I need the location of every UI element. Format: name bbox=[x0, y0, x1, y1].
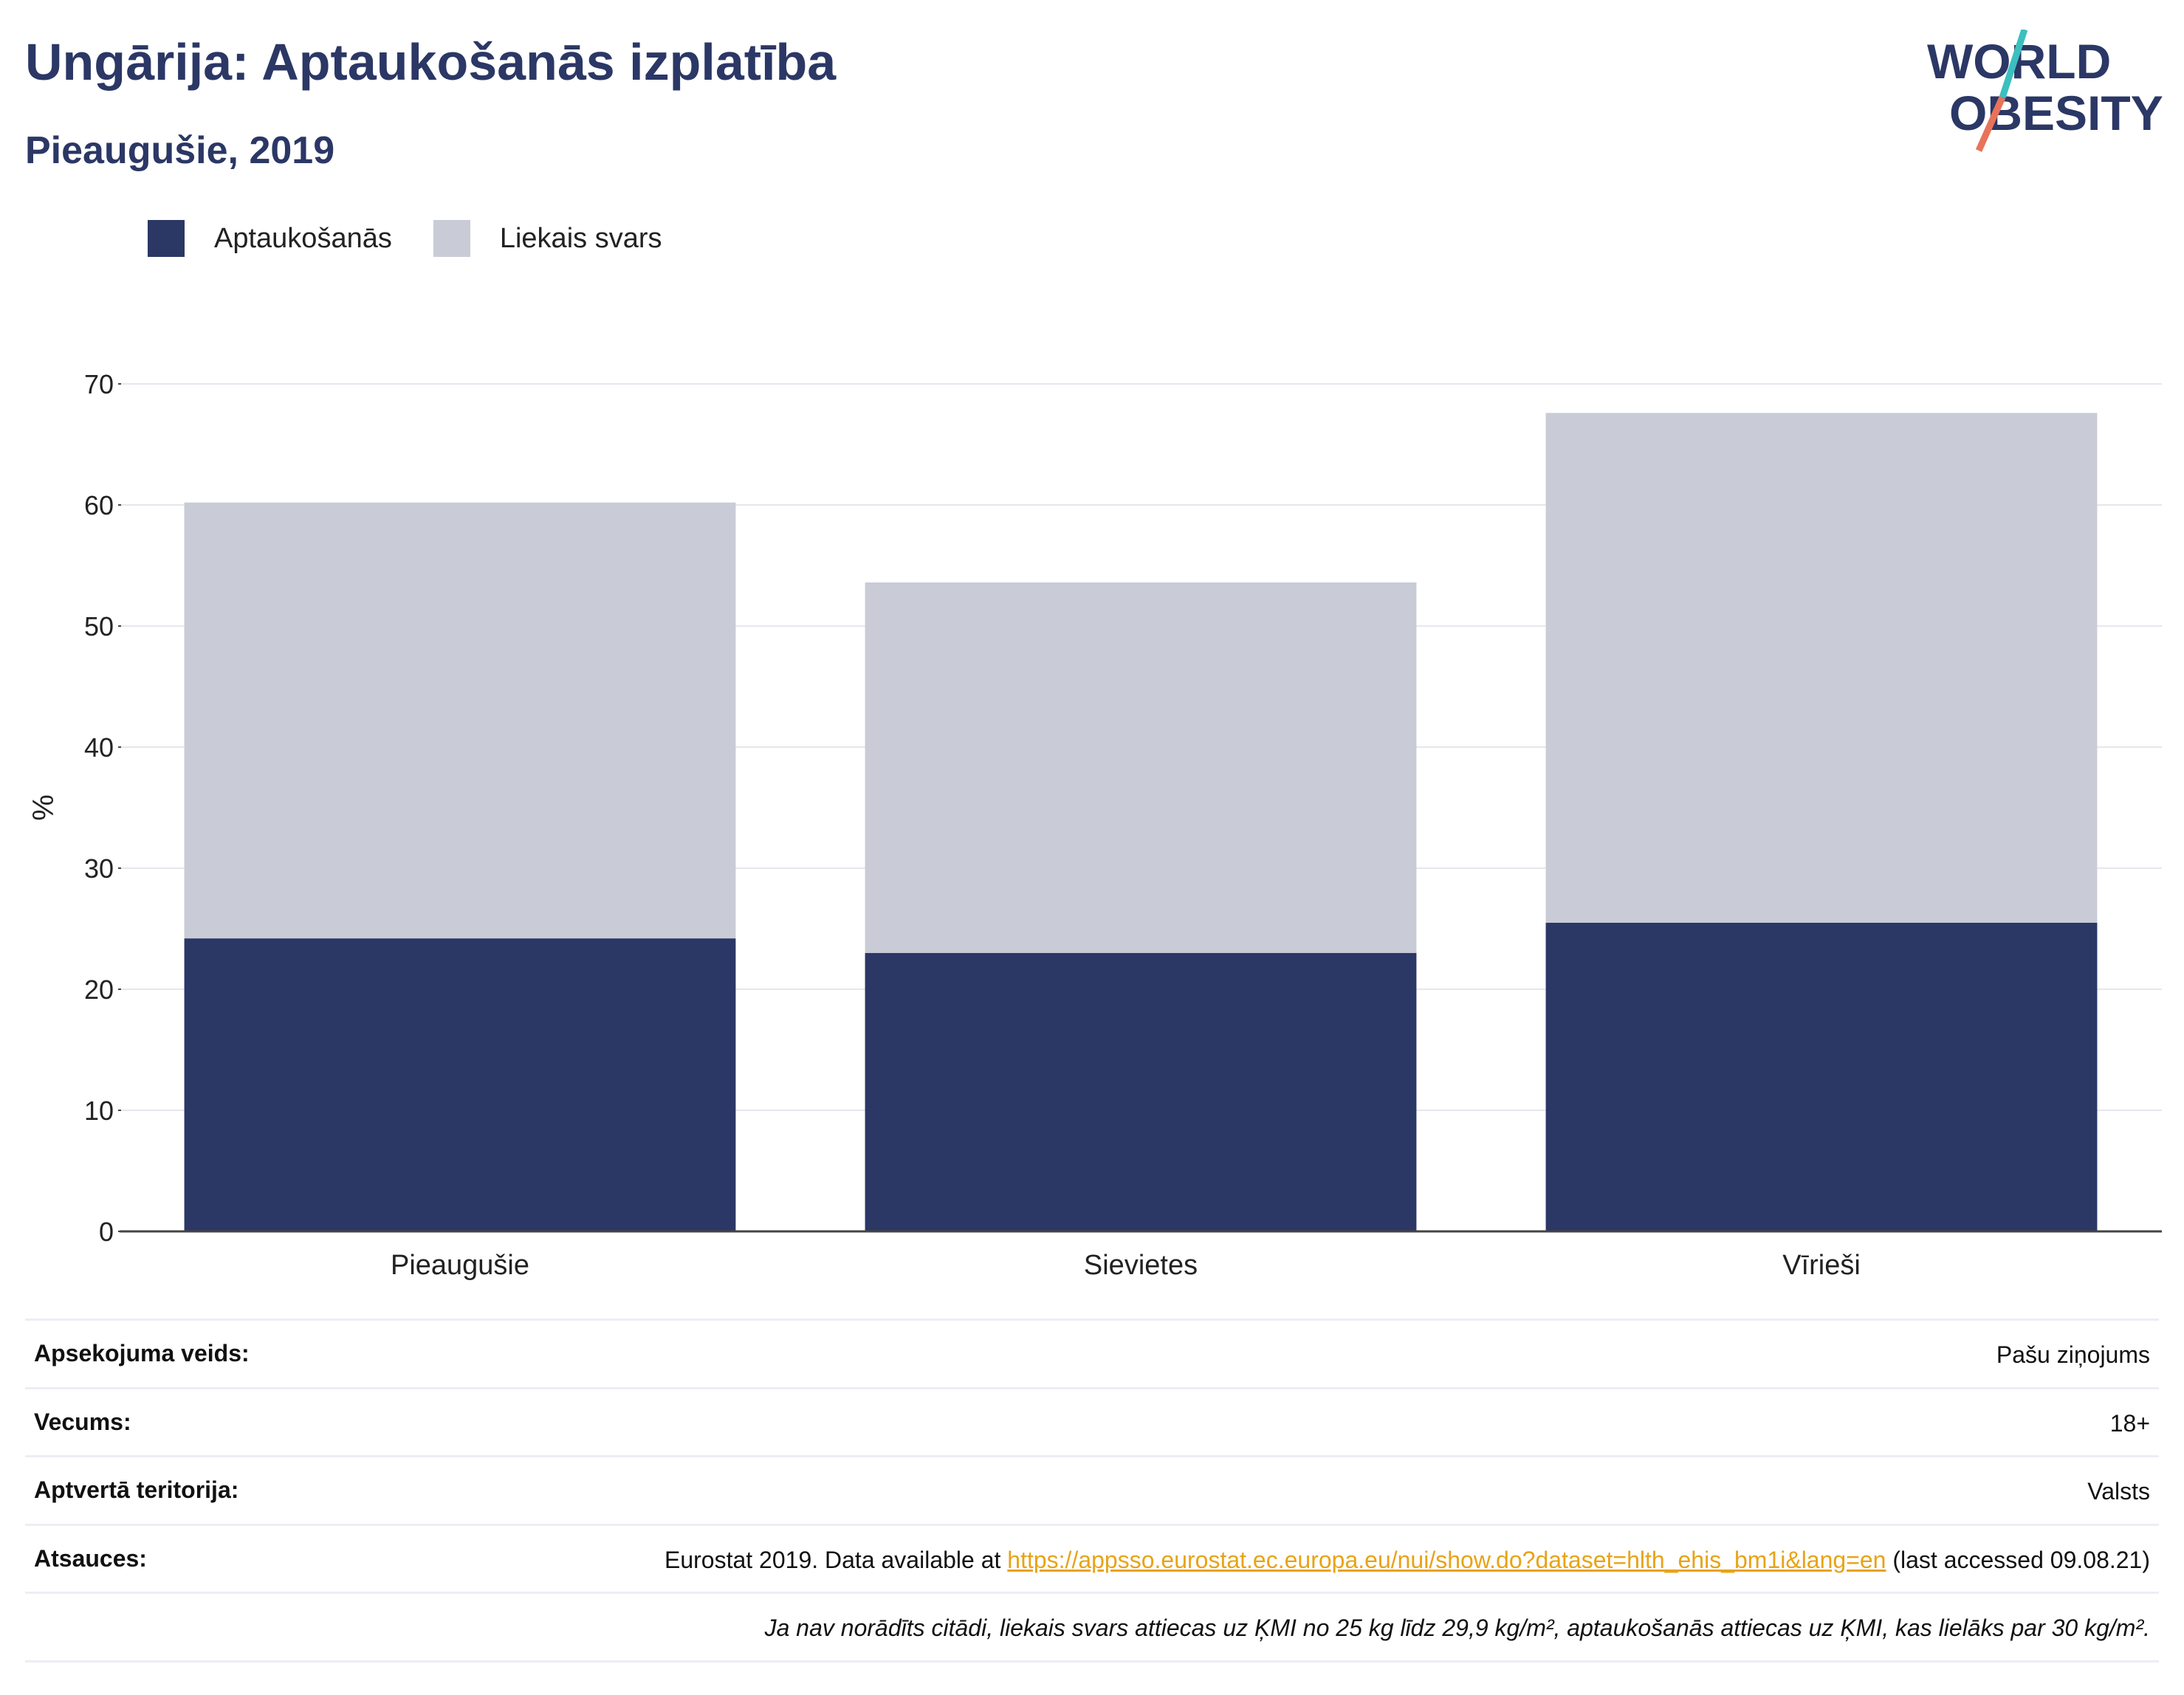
legend-swatch-obesity bbox=[148, 220, 185, 257]
y-tick-label: 20 bbox=[84, 974, 114, 1005]
refs-suffix: (last accessed 09.08.21) bbox=[1886, 1546, 2150, 1573]
legend-swatch-overweight bbox=[433, 220, 470, 257]
y-tick-label: 40 bbox=[84, 732, 114, 763]
bar-obesity bbox=[184, 938, 736, 1231]
logo-slash-top bbox=[1999, 30, 2028, 99]
meta-label: Aptvertā teritorija: bbox=[34, 1476, 239, 1504]
metadata-table: Apsekojuma veids: Pašu ziņojums Vecums: … bbox=[25, 1318, 2159, 1663]
meta-row-references: Atsauces: Eurostat 2019. Data available … bbox=[25, 1523, 2159, 1592]
meta-row-age: Vecums: 18+ bbox=[25, 1386, 2159, 1456]
y-tick-label: 30 bbox=[84, 853, 114, 884]
x-tick-label: Vīrieši bbox=[1782, 1250, 1861, 1281]
x-tick-label: Pieaugušie bbox=[391, 1250, 529, 1281]
meta-label: Apsekojuma veids: bbox=[34, 1340, 250, 1366]
meta-row-note: Ja nav norādīts citādi, liekais svars at… bbox=[25, 1592, 2159, 1663]
y-axis-label: % bbox=[27, 794, 60, 821]
meta-label: Vecums: bbox=[34, 1408, 131, 1435]
bar-overweight bbox=[865, 582, 1417, 953]
y-tick-label: 60 bbox=[84, 490, 114, 520]
meta-value: Eurostat 2019. Data available at https:/… bbox=[665, 1545, 2150, 1576]
y-tick-label: 10 bbox=[84, 1096, 114, 1126]
world-obesity-logo: WORLD OBESITY bbox=[1927, 30, 2163, 152]
y-tick-label: 0 bbox=[99, 1217, 114, 1247]
stacked-bar-chart: 0 10 20 30 40 50 60 70 Pieaugušie Sievietes Vīrieš… bbox=[27, 369, 2162, 1281]
bar-obesity bbox=[865, 952, 1417, 1231]
refs-prefix: Eurostat 2019. Data available at bbox=[664, 1546, 1008, 1573]
bar-obesity bbox=[1545, 922, 2098, 1231]
meta-value: 18+ bbox=[2109, 1409, 2150, 1437]
chart-title: Ungārija: Aptaukošanās izplatība bbox=[25, 33, 837, 91]
meta-row-territory: Aptvertā teritorija: Valsts bbox=[25, 1455, 2159, 1524]
bar-overweight bbox=[184, 502, 736, 939]
y-tick-label: 70 bbox=[84, 369, 114, 399]
legend-label-overweight: Liekais svars bbox=[499, 222, 662, 254]
meta-row-survey: Apsekojuma veids: Pašu ziņojums bbox=[25, 1318, 2159, 1387]
meta-label: Atsauces: bbox=[34, 1544, 147, 1572]
y-tick-label: 50 bbox=[84, 611, 114, 642]
legend-label-obesity: Aptaukošanās bbox=[214, 222, 392, 254]
logo-slash-bottom bbox=[1975, 96, 2006, 152]
legend-item-overweight[interactable]: Liekais svars bbox=[433, 220, 662, 257]
legend: Aptaukošanās Liekais svars bbox=[148, 219, 703, 258]
chart-subtitle: Pieaugušie, 2019 bbox=[25, 129, 335, 172]
source-link[interactable]: https://appsso.eurostat.ec.europa.eu/nui… bbox=[1007, 1546, 1886, 1573]
bar-overweight bbox=[1545, 413, 2098, 923]
logo-line2: OBESITY bbox=[1949, 86, 2163, 140]
legend-item-obesity[interactable]: Aptaukošanās bbox=[148, 220, 392, 257]
meta-value: Pašu ziņojums bbox=[1996, 1341, 2150, 1368]
x-tick-label: Sievietes bbox=[1084, 1250, 1198, 1281]
definition-note: Ja nav norādīts citādi, liekais svars at… bbox=[764, 1615, 2150, 1642]
meta-value: Valsts bbox=[2087, 1478, 2150, 1505]
